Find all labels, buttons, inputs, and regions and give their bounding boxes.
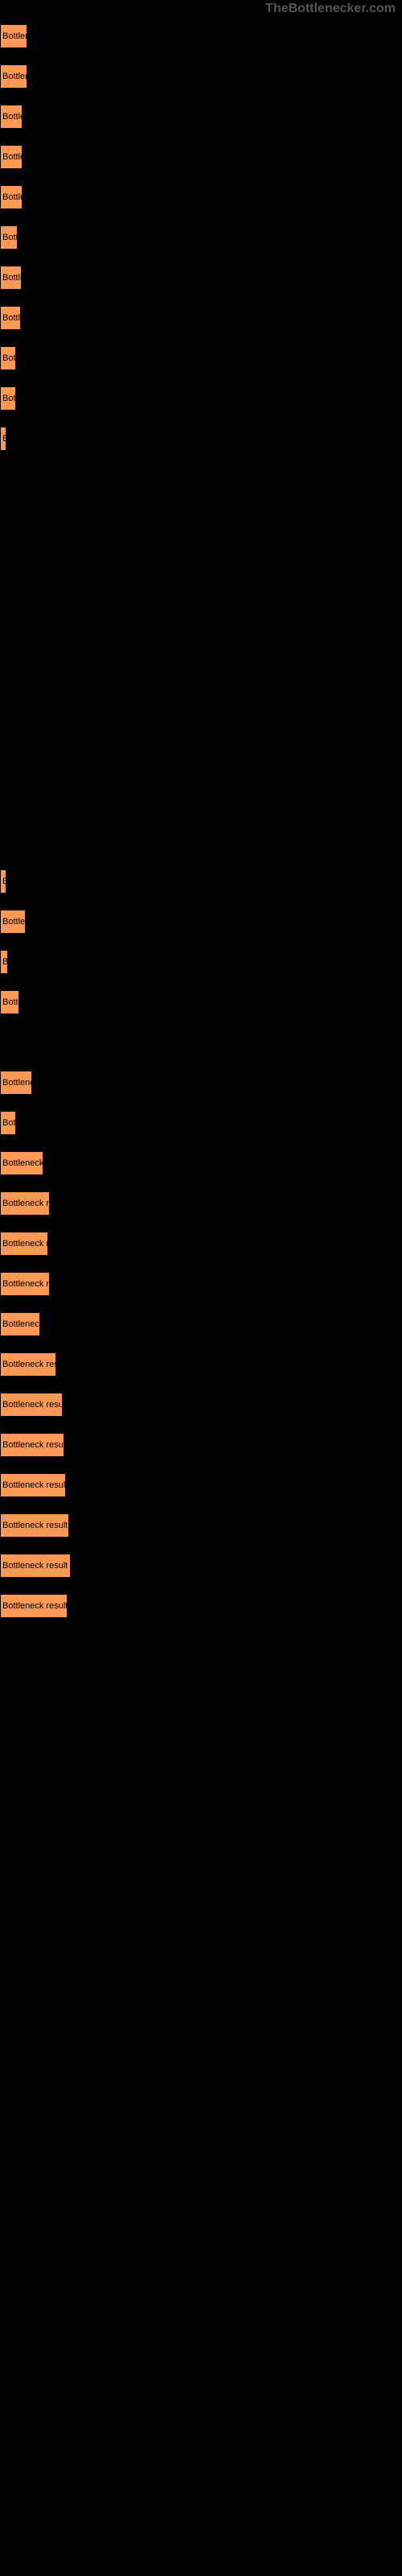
bar-row: Bottleneck result <box>0 1272 50 1296</box>
bar-row: Bottleneck result <box>0 1352 56 1377</box>
bar: Bottleneck result <box>0 1393 63 1417</box>
bar-row: Bottleneck result <box>0 427 6 451</box>
bar: Bottleneck result <box>0 1111 16 1135</box>
bar-row: Bottleneck result <box>0 1554 71 1578</box>
bar: Bottleneck result <box>0 24 27 48</box>
bar-row: Bottleneck result <box>0 346 16 370</box>
bar-label: Bottleneck result <box>1 1279 49 1289</box>
bar-row: Bottleneck result <box>0 990 19 1014</box>
bar: Bottleneck result <box>0 427 6 451</box>
bar-row: Bottleneck result <box>0 266 22 290</box>
bar-label: Bottleneck result <box>1 233 17 242</box>
bar-label: Bottleneck result <box>1 353 15 363</box>
watermark-text: TheBottlenecker.com <box>265 2 396 16</box>
bar: Bottleneck result <box>0 869 6 894</box>
bar-label: Bottleneck result <box>1 1400 62 1410</box>
bar: Bottleneck result <box>0 1473 66 1497</box>
bar: Bottleneck result <box>0 990 19 1014</box>
bar: Bottleneck result <box>0 1272 50 1296</box>
bar-row: Bottleneck result <box>0 306 21 330</box>
bar-row: Bottleneck result <box>0 105 23 129</box>
bar-label: Bottleneck result <box>1 957 7 967</box>
bar-label: Bottleneck result <box>1 1601 67 1611</box>
bar-row: Bottleneck result <box>0 1513 69 1538</box>
bar-label: Bottleneck result <box>1 31 27 41</box>
bar-label: Bottleneck result <box>1 1440 64 1450</box>
bar-label: Bottleneck result <box>1 1118 15 1128</box>
bar-row: Bottleneck result <box>0 24 27 48</box>
bar: Bottleneck result <box>0 910 26 934</box>
bar-label: Bottleneck result <box>1 1521 68 1530</box>
bar: Bottleneck result <box>0 1594 68 1618</box>
bar: Bottleneck result <box>0 145 23 169</box>
bar-label: Bottleneck result <box>1 434 6 444</box>
bar-label: Bottleneck result <box>1 72 27 81</box>
bar: Bottleneck result <box>0 105 23 129</box>
bar-row: Bottleneck result <box>0 225 18 250</box>
bar-row: Bottleneck result <box>0 1232 48 1256</box>
bar-label: Bottleneck result <box>1 192 22 202</box>
bar: Bottleneck result <box>0 950 8 974</box>
bar-row: Bottleneck result <box>0 145 23 169</box>
bar-label: Bottleneck result <box>1 1158 43 1168</box>
bar-label: Bottleneck result <box>1 152 22 162</box>
bar: Bottleneck result <box>0 185 23 209</box>
bar-label: Bottleneck result <box>1 313 20 323</box>
bar-row: Bottleneck result <box>0 1393 63 1417</box>
bar-row: Bottleneck result <box>0 1594 68 1618</box>
bar-row: Bottleneck result <box>0 1191 50 1216</box>
bar-label: Bottleneck result <box>1 1319 39 1329</box>
bar: Bottleneck result <box>0 306 21 330</box>
bar-row: Bottleneck result <box>0 1433 64 1457</box>
bar-label: Bottleneck result <box>1 273 21 283</box>
bar: Bottleneck result <box>0 346 16 370</box>
bar-label: Bottleneck result <box>1 1199 49 1208</box>
bar-label: Bottleneck result <box>1 1480 65 1490</box>
bar-label: Bottleneck result <box>1 1360 55 1369</box>
bar: Bottleneck result <box>0 1071 32 1095</box>
bar: Bottleneck result <box>0 1513 69 1538</box>
bar: Bottleneck result <box>0 225 18 250</box>
bar: Bottleneck result <box>0 1151 43 1175</box>
bar-label: Bottleneck result <box>1 1078 31 1088</box>
bar-label: Bottleneck result <box>1 877 6 886</box>
bar: Bottleneck result <box>0 1554 71 1578</box>
bar-row: Bottleneck result <box>0 185 23 209</box>
bar-label: Bottleneck result <box>1 917 25 927</box>
bar-label: Bottleneck result <box>1 394 15 403</box>
bar-row: Bottleneck result <box>0 1071 32 1095</box>
bar-row: Bottleneck result <box>0 869 6 894</box>
bar-row: Bottleneck result <box>0 1151 43 1175</box>
bar-row: Bottleneck result <box>0 1473 66 1497</box>
bar-label: Bottleneck result <box>1 112 22 122</box>
bar-row: Bottleneck result <box>0 1111 16 1135</box>
bar-row: Bottleneck result <box>0 386 16 411</box>
bar-row: Bottleneck result <box>0 64 27 89</box>
bar: Bottleneck result <box>0 1191 50 1216</box>
bar-label: Bottleneck result <box>1 1561 68 1571</box>
bar: Bottleneck result <box>0 64 27 89</box>
bar: Bottleneck result <box>0 1433 64 1457</box>
bar: Bottleneck result <box>0 1312 40 1336</box>
bar: Bottleneck result <box>0 1352 56 1377</box>
bar: Bottleneck result <box>0 266 22 290</box>
bar-row: Bottleneck result <box>0 950 8 974</box>
bar: Bottleneck result <box>0 1232 48 1256</box>
bar-label: Bottleneck result <box>1 997 18 1007</box>
bar-label: Bottleneck result <box>1 1239 47 1249</box>
bar-row: Bottleneck result <box>0 910 26 934</box>
bar: Bottleneck result <box>0 386 16 411</box>
bar-row: Bottleneck result <box>0 1312 40 1336</box>
